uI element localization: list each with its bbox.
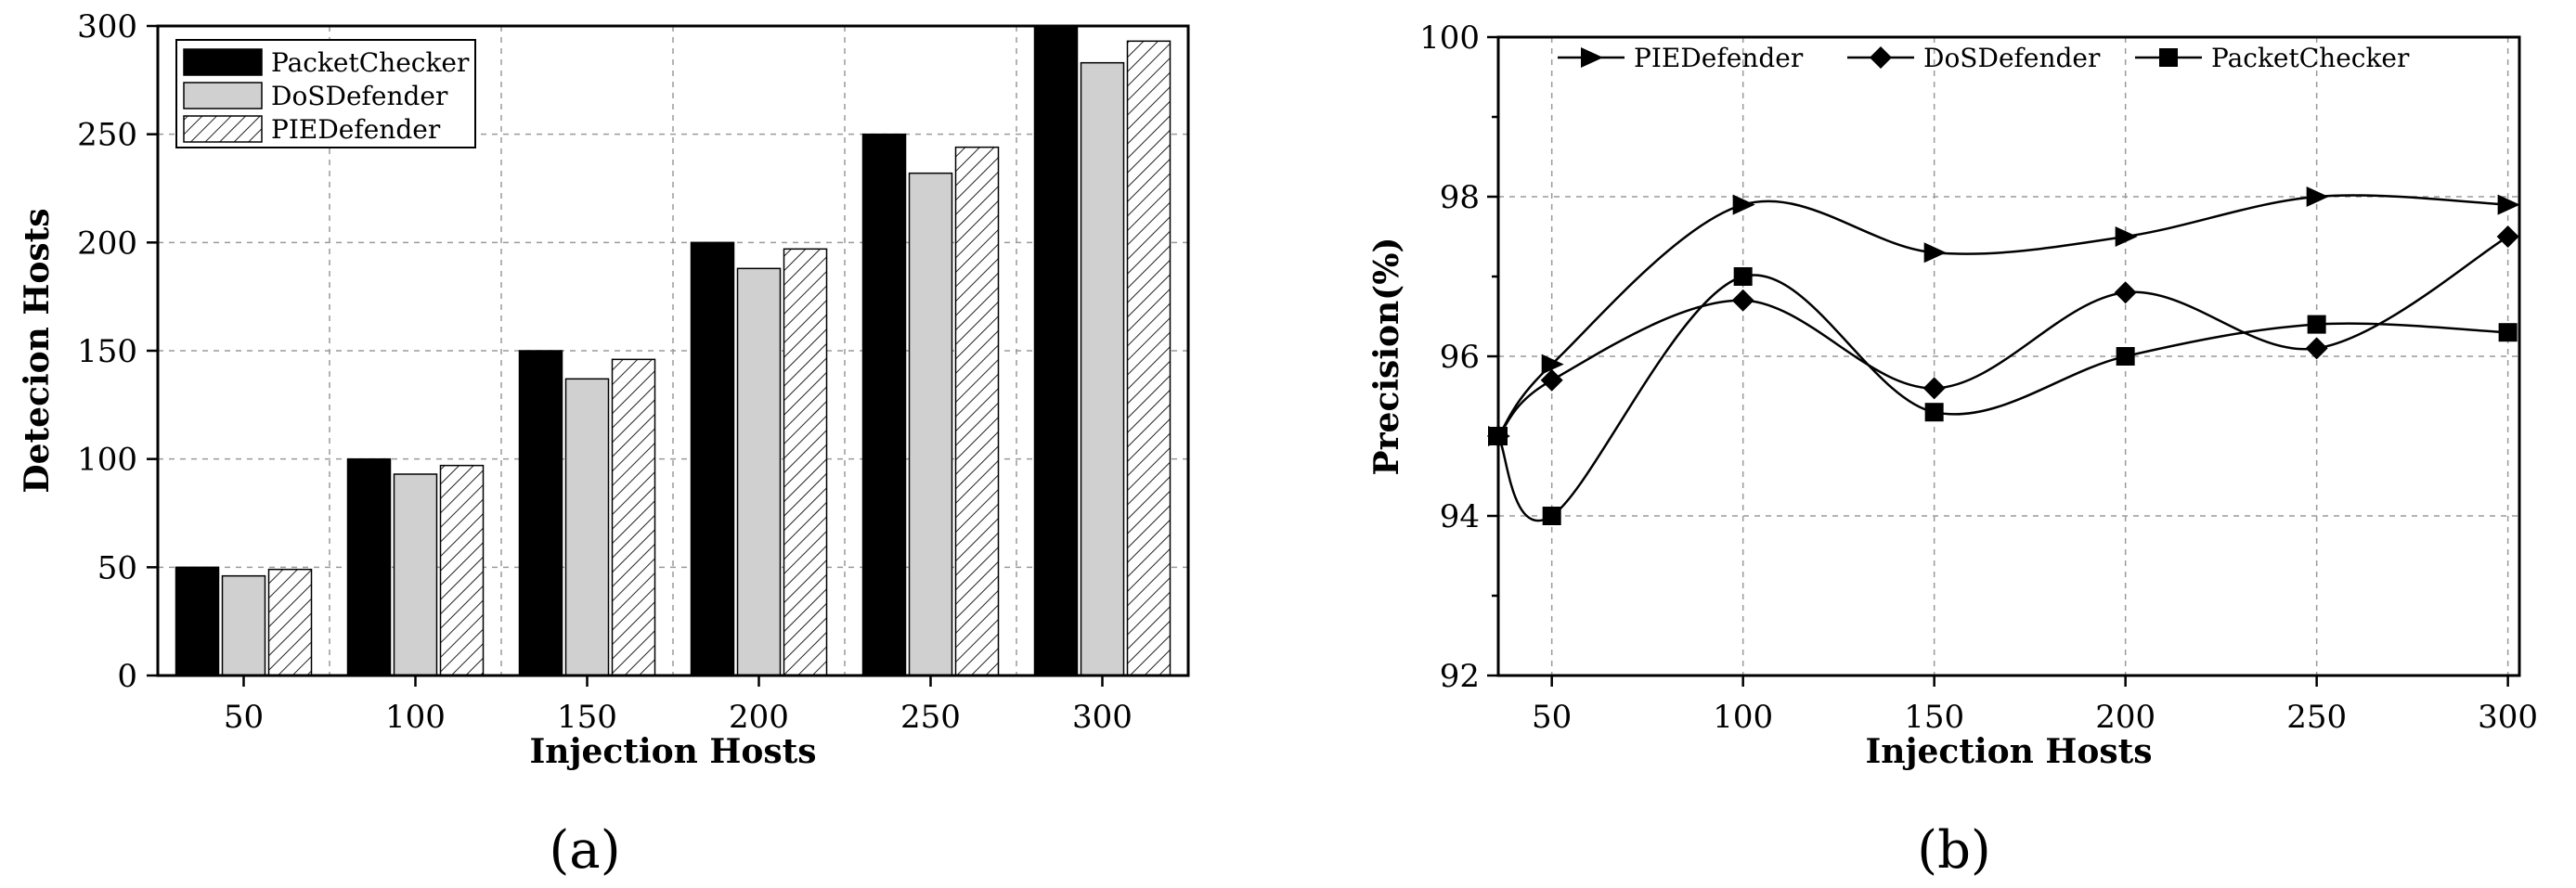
bar-chart-xtick-label: 200 [729, 699, 789, 736]
bar-chart-ytick-label: 250 [77, 117, 137, 154]
bar-chart-panel: 0 50 100 150 200 250 300 50 100 150 200 250 300 Inje… [18, 8, 1190, 881]
bar-packetchecker-200 [690, 241, 735, 676]
point-packetchecker-50 [1542, 507, 1561, 525]
bar-dosdefender-150 [564, 378, 610, 676]
line-chart-ytick-label: 92 [1440, 658, 1480, 695]
point-piedefender-50 [1541, 354, 1564, 375]
bar-chart-xtick-label: 150 [557, 699, 617, 736]
bar-chart-ytick-label: 100 [77, 442, 137, 479]
point-packetchecker-100 [1733, 267, 1753, 286]
line-chart-legend: PIEDefender DoSDefender PacketChecker [1558, 43, 2410, 73]
bar-chart-axes: 0 50 100 150 200 250 300 50 100 150 200 250 300 [77, 8, 1133, 736]
legend-swatch-piedefender [183, 115, 263, 143]
line-chart-xtick-label: 100 [1713, 699, 1773, 736]
bar-chart-ylabel: Detecion Hosts [18, 208, 57, 493]
line-chart-gridlines [1498, 37, 2519, 676]
bar-piedefender-50 [267, 568, 313, 676]
legend-label-dosdefender: DoSDefender [271, 81, 448, 111]
line-chart-xtick-label: 150 [1904, 699, 1964, 736]
bar-dosdefender-50 [221, 574, 266, 676]
point-packetchecker-200 [2116, 347, 2135, 366]
bar-packetchecker-50 [175, 566, 220, 676]
line-chart-xlabel: Injection Hosts [1865, 732, 2152, 771]
point-packetchecker-36 [1489, 427, 1508, 445]
bar-chart-xtick-label: 300 [1072, 699, 1133, 736]
line-chart-ytick-label: 96 [1440, 339, 1480, 376]
bar-chart-ytick-label: 0 [117, 658, 137, 695]
line-chart-xtick-label: 300 [2478, 699, 2538, 736]
bar-chart-xlabel: Injection Hosts [529, 732, 816, 771]
point-packetchecker-250 [2307, 315, 2326, 334]
line-chart-xtick-label: 50 [1532, 699, 1572, 736]
line-chart-xtick-label: 250 [2286, 699, 2347, 736]
point-piedefender-150 [1923, 242, 1947, 264]
bar-chart-ytick-label: 50 [97, 549, 137, 586]
point-dosdefender-250 [2305, 337, 2328, 360]
line-packetchecker [1496, 274, 2508, 522]
legend-marker-packetchecker [2159, 48, 2178, 67]
bar-chart-ytick-label: 150 [77, 333, 137, 370]
bar-dosdefender-100 [393, 473, 438, 676]
line-chart-xtick-label: 200 [2095, 699, 2155, 736]
bar-chart-xtick-label: 250 [900, 699, 961, 736]
panel-label-a: (a) [549, 820, 620, 881]
bar-piedefender-100 [439, 464, 485, 676]
legend-marker-dosdefender [1870, 46, 1892, 69]
bar-chart-xtick-label: 50 [224, 699, 264, 736]
legend-marker-piedefender [1581, 47, 1603, 68]
point-dosdefender-50 [1540, 368, 1563, 392]
point-packetchecker-300 [2498, 323, 2518, 342]
legend-label-packetchecker: PacketChecker [2211, 43, 2410, 73]
panel-label-b: (b) [1917, 820, 1991, 881]
point-dosdefender-150 [1922, 377, 1946, 400]
bar-dosdefender-250 [908, 172, 953, 676]
bar-piedefender-300 [1126, 40, 1171, 676]
bar-chart-xtick-label: 100 [385, 699, 446, 736]
point-piedefender-300 [2497, 194, 2520, 215]
line-chart-ytick-label: 98 [1440, 179, 1480, 216]
line-chart-axes: 92 94 96 98 100 50 100 150 200 250 300 [1419, 19, 2538, 736]
line-chart-panel: 92 94 96 98 100 50 100 150 200 250 300 Injection H… [1367, 19, 2538, 881]
point-dosdefender-300 [2496, 225, 2519, 248]
point-dosdefender-100 [1731, 289, 1754, 312]
bar-dosdefender-200 [736, 267, 782, 676]
point-dosdefender-200 [2114, 281, 2137, 304]
bar-packetchecker-150 [518, 350, 563, 676]
legend-label-piedefender: PIEDefender [1634, 43, 1804, 73]
bar-chart-ytick-label: 300 [77, 8, 137, 45]
bar-piedefender-150 [611, 358, 656, 676]
bar-packetchecker-300 [1033, 25, 1079, 676]
legend-label-packetchecker: PacketChecker [271, 47, 470, 78]
bar-piedefender-250 [954, 146, 1000, 676]
line-chart-series [1487, 187, 2520, 525]
line-chart-ytick-label: 100 [1419, 19, 1480, 57]
point-piedefender-200 [2115, 226, 2138, 247]
point-packetchecker-150 [1924, 403, 1944, 422]
bar-chart-bars [175, 25, 1171, 676]
legend-label-piedefender: PIEDefender [271, 114, 441, 145]
legend-swatch-packetchecker [183, 48, 263, 76]
line-chart-ylabel: Precision(%) [1367, 238, 1406, 476]
bar-chart-ytick-label: 200 [77, 225, 137, 262]
point-piedefender-100 [1732, 194, 1755, 215]
line-piedefender [1496, 194, 2508, 437]
legend-label-dosdefender: DoSDefender [1923, 43, 2101, 73]
bar-piedefender-200 [783, 248, 828, 676]
point-piedefender-250 [2306, 187, 2329, 207]
legend-swatch-dosdefender [183, 82, 263, 109]
line-chart-ytick-label: 94 [1440, 498, 1480, 535]
bar-packetchecker-100 [346, 457, 392, 676]
bar-dosdefender-300 [1080, 61, 1125, 676]
bar-packetchecker-250 [861, 133, 907, 676]
